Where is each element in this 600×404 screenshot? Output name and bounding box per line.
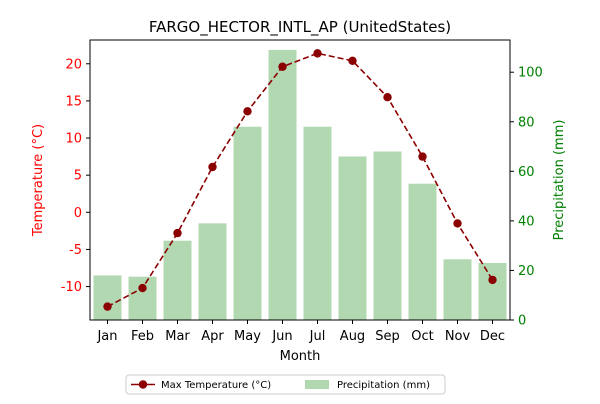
plot-area: Jan Feb Mar Apr May Jun Jul Aug Sep Oct Nov Dec -10 -… — [61, 39, 543, 344]
right-tick-label: 60 — [518, 165, 535, 180]
x-tick-label: Jun — [271, 329, 292, 344]
left-tick-label: -5 — [69, 243, 82, 258]
x-tick-label: May — [234, 329, 261, 344]
legend-label-precipitation: Precipitation (mm) — [337, 380, 430, 391]
left-tick-label: -10 — [61, 280, 82, 295]
legend-bar-marker — [305, 380, 329, 389]
temperature-point-dec — [488, 275, 497, 285]
left-tick-label: 5 — [74, 169, 82, 184]
plot-frame — [89, 39, 511, 321]
x-tick-label: Aug — [340, 329, 365, 344]
temperature-point-jun — [278, 62, 287, 71]
precipitation-bar-oct — [408, 183, 437, 320]
left-tick-label: 20 — [65, 57, 82, 72]
right-tick-label: 0 — [518, 314, 526, 329]
temperature-point-apr — [208, 162, 217, 172]
temperature-point-nov — [453, 219, 462, 228]
temperature-point-sep — [383, 92, 392, 102]
temperature-point-feb — [138, 283, 147, 293]
left-axis-label: Temperature (°C) — [31, 124, 46, 237]
precipitation-bar-jun — [268, 49, 297, 321]
precipitation-bar-mar — [163, 240, 192, 320]
right-tick-label: 40 — [518, 214, 535, 229]
temperature-point-mar — [173, 228, 182, 238]
temperature-point-oct — [418, 152, 427, 161]
left-tick-label: 10 — [65, 132, 82, 147]
x-tick-label: Sep — [375, 329, 400, 344]
x-tick-label: Oct — [411, 329, 433, 344]
precipitation-bar-apr — [198, 223, 227, 320]
legend-label-temperature: Max Temperature (°C) — [161, 380, 271, 391]
precipitation-bar-nov — [443, 259, 472, 320]
x-axis-label: Month — [280, 349, 321, 364]
x-tick-label: Mar — [165, 329, 190, 344]
x-tick-label: Jan — [96, 329, 117, 344]
precipitation-bar-sep — [373, 151, 402, 320]
precipitation-bar-aug — [338, 156, 367, 320]
x-tick-label: Apr — [201, 329, 224, 344]
precipitation-bar-feb — [128, 276, 157, 320]
precipitation-bar-dec — [478, 263, 507, 320]
left-tick-label: 0 — [74, 206, 82, 221]
temperature-point-may — [243, 107, 252, 116]
precipitation-bar-jul — [303, 126, 332, 320]
right-tick-label: 80 — [518, 115, 535, 130]
x-tick-label: Jul — [309, 329, 326, 344]
temperature-point-jul — [313, 49, 322, 58]
legend-point-marker — [138, 380, 148, 389]
legend: Max Temperature (°C) Precipitation (mm) — [125, 374, 446, 395]
x-tick-label: Nov — [445, 329, 471, 344]
left-tick-label: 15 — [65, 94, 82, 109]
x-tick-label: Dec — [480, 329, 505, 344]
precipitation-bar-jan — [93, 275, 122, 320]
x-tick-label: Feb — [131, 329, 154, 344]
precipitation-bar-may — [233, 126, 262, 320]
legend-box — [125, 374, 446, 395]
chart-title: FARGO_HECTOR_INTL_AP (UnitedStates) — [149, 18, 451, 37]
temperature-point-jan — [103, 302, 112, 311]
right-tick-label: 100 — [518, 66, 543, 81]
temperature-line — [107, 52, 494, 308]
temperature-point-aug — [348, 56, 357, 65]
right-tick-label: 20 — [518, 264, 535, 279]
right-axis-label: Precipitation (mm) — [552, 120, 567, 241]
